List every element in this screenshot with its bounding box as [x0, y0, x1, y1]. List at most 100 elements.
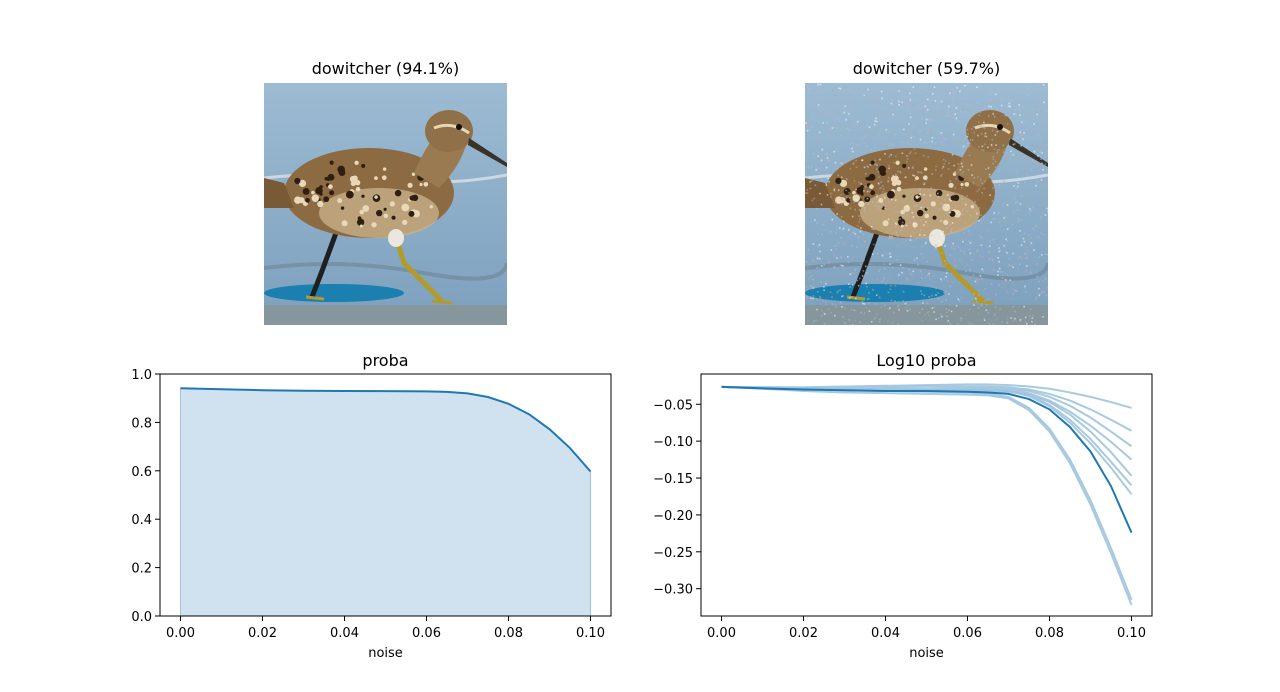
noise-dot: [964, 313, 967, 316]
noise-dot: [876, 164, 879, 167]
noise-dot: [886, 94, 888, 96]
noise-dot: [983, 143, 986, 145]
noise-dot: [1025, 252, 1027, 255]
noise-dot: [907, 201, 910, 204]
plumage-speck: [868, 173, 876, 181]
noise-dot: [855, 122, 857, 125]
noise-dot: [962, 108, 965, 111]
noise-dot: [821, 160, 824, 163]
noise-dot: [999, 99, 1002, 102]
noise-dot: [1018, 255, 1021, 258]
noise-dot: [994, 166, 997, 169]
noise-dot: [933, 193, 935, 195]
noise-dot: [855, 199, 857, 201]
noise-dot: [833, 190, 836, 192]
noise-dot: [842, 220, 845, 223]
x-tick-label: 0.08: [494, 626, 523, 641]
noise-dot: [912, 86, 915, 88]
noise-dot: [973, 176, 976, 179]
plumage-speck: [964, 181, 970, 187]
noise-dot: [828, 159, 830, 162]
noise-dot: [889, 288, 892, 291]
noise-dot: [959, 259, 961, 262]
noise-dot: [1038, 280, 1040, 283]
noise-dot: [991, 138, 994, 141]
noise-dot: [991, 205, 994, 208]
noise-dot: [926, 302, 929, 305]
noise-dot: [1006, 251, 1008, 254]
y-tick-label: −0.05: [653, 398, 693, 413]
noise-dot: [933, 275, 936, 277]
noise-dot: [1036, 180, 1039, 183]
noise-dot: [811, 180, 813, 182]
noise-dot: [822, 105, 825, 108]
noise-dot: [920, 277, 923, 279]
noise-dot: [826, 194, 829, 196]
noise-dot: [929, 125, 932, 127]
bird-head: [425, 110, 473, 152]
plumage-speck: [356, 218, 365, 226]
noise-dot: [844, 322, 846, 324]
noise-dot: [838, 241, 841, 243]
noise-dot: [983, 107, 986, 110]
noise-dot: [1035, 88, 1037, 91]
noise-dot: [1017, 182, 1020, 184]
noise-dot: [1039, 292, 1042, 295]
noise-dot: [949, 93, 952, 96]
noise-dot: [833, 254, 836, 257]
noise-dot: [882, 195, 884, 198]
noise-dot: [883, 267, 886, 270]
noise-dot: [883, 304, 886, 307]
noise-dot: [819, 296, 822, 299]
noise-dot: [866, 298, 869, 300]
noise-dot: [994, 134, 997, 136]
noise-dot: [854, 84, 857, 87]
noise-dot: [882, 190, 884, 193]
noise-dot: [823, 312, 825, 315]
noise-dot: [1030, 308, 1033, 311]
plumage-speck: [858, 200, 865, 208]
noise-dot: [994, 195, 996, 198]
noise-dot: [924, 141, 927, 143]
plumage-speck: [294, 177, 301, 185]
noise-dot: [900, 229, 902, 232]
noise-dot: [1018, 263, 1021, 266]
noise-dot: [853, 180, 856, 182]
noise-dot: [979, 125, 981, 128]
noise-dot: [833, 88, 836, 90]
noise-dot: [1007, 105, 1010, 107]
noise-dot: [883, 263, 886, 265]
x-tick-label: 0.06: [953, 626, 982, 641]
noise-dot: [863, 209, 866, 211]
noise-dot: [958, 300, 961, 302]
noise-dot: [888, 142, 891, 145]
noise-dot: [942, 138, 945, 140]
noise-dot: [894, 285, 897, 287]
noise-dot: [1031, 159, 1034, 162]
noise-dot: [1012, 143, 1015, 146]
noise-dot: [806, 129, 809, 132]
noise-dot: [957, 246, 960, 248]
noise-dot: [1002, 204, 1005, 207]
noise-dot: [829, 97, 831, 99]
plumage-speck: [409, 195, 415, 201]
noise-dot: [1012, 154, 1015, 156]
noise-dot: [858, 181, 861, 184]
noise-dot: [983, 319, 986, 322]
bird-foot: [431, 299, 453, 305]
noise-dot: [820, 265, 823, 267]
noise-dot: [992, 323, 995, 325]
noise-dot: [977, 121, 980, 124]
noise-dot: [1014, 201, 1017, 204]
noise-dot: [913, 222, 915, 225]
noise-dot: [812, 243, 815, 245]
noise-dot: [963, 147, 966, 150]
noise-dot: [1021, 195, 1023, 198]
noise-dot: [895, 231, 898, 234]
noise-dot: [925, 118, 928, 121]
noise-dot: [980, 304, 983, 307]
plumage-speck: [922, 175, 928, 181]
noise-dot: [1023, 132, 1025, 134]
noise-dot: [995, 144, 997, 146]
noise-dot: [887, 118, 890, 120]
